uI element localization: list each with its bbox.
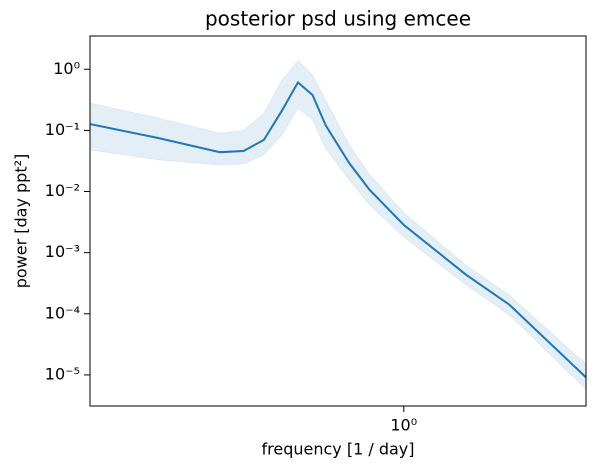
plot-frame	[89, 35, 587, 407]
chart-title: posterior psd using emcee	[205, 7, 471, 31]
band	[89, 59, 587, 391]
y-axis-label: power [day ppt²]	[12, 154, 31, 289]
line	[89, 80, 587, 379]
x-tick-label: 10⁰	[390, 416, 417, 435]
y-tick-label: 10⁻³	[45, 242, 80, 261]
y-tick-label: 10⁻¹	[45, 120, 80, 139]
y-tick-label: 10⁰	[53, 59, 80, 78]
x-axis-label: frequency [1 / day]	[262, 440, 415, 459]
y-tick-label: 10⁻⁵	[45, 364, 80, 383]
y-tick-label: 10⁻²	[45, 181, 80, 200]
y-tick-label: 10⁻⁴	[45, 303, 80, 322]
